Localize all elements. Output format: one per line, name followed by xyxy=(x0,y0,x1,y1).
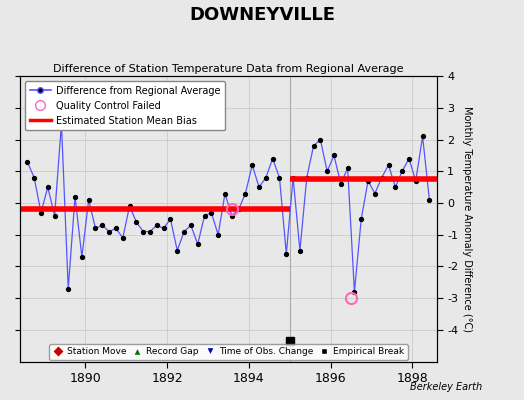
Title: Difference of Station Temperature Data from Regional Average: Difference of Station Temperature Data f… xyxy=(53,64,403,74)
Legend: Station Move, Record Gap, Time of Obs. Change, Empirical Break: Station Move, Record Gap, Time of Obs. C… xyxy=(49,344,408,360)
Text: DOWNEYVILLE: DOWNEYVILLE xyxy=(189,6,335,24)
Text: Berkeley Earth: Berkeley Earth xyxy=(410,382,482,392)
Y-axis label: Monthly Temperature Anomaly Difference (°C): Monthly Temperature Anomaly Difference (… xyxy=(462,106,472,332)
